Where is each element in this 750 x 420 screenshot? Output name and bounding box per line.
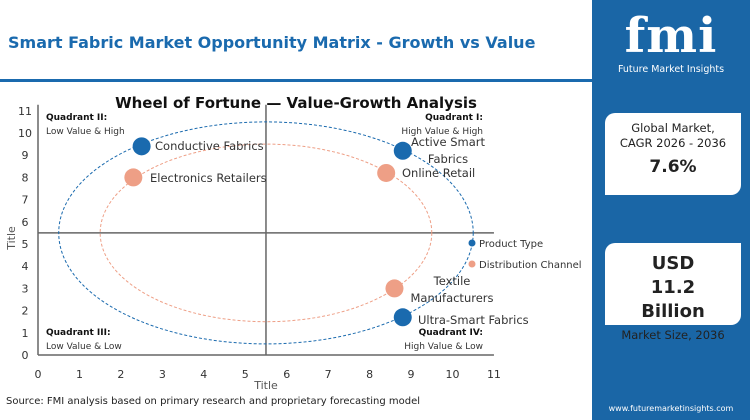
x-tick-label: 2	[117, 368, 124, 381]
x-tick-label: 7	[325, 368, 332, 381]
quadrant-subtitle: Low Value & Low	[46, 342, 122, 352]
x-tick-label: 11	[487, 368, 501, 381]
data-point	[393, 308, 412, 327]
data-point	[124, 168, 143, 187]
y-tick-label: 1	[22, 327, 29, 340]
cagr-card: Global Market, CAGR 2026 - 2036 7.6%	[605, 113, 741, 195]
fmi-logo: fmi Future Market Insights	[617, 8, 725, 75]
cagr-value: 7.6%	[649, 157, 697, 177]
data-point-label: Textile Manufacturers	[410, 274, 493, 305]
x-tick-label: 6	[283, 368, 290, 381]
data-point-label: Ultra-Smart Fabrics	[418, 313, 529, 327]
data-point	[385, 279, 404, 298]
market-size-label: Market Size, 2036	[621, 328, 725, 342]
legend-label: Product Type	[479, 239, 543, 250]
data-point-label: Electronics Retailers	[150, 171, 267, 185]
legend-marker	[468, 239, 476, 247]
data-point-label: Online Retail	[402, 166, 475, 180]
y-tick-label: 3	[22, 282, 29, 295]
y-tick-label: 5	[22, 238, 29, 251]
y-tick-label: 7	[22, 194, 29, 207]
quadrant-subtitle: Low Value & High	[46, 127, 125, 137]
series-ellipse	[58, 121, 474, 345]
y-tick-label: 4	[22, 260, 29, 273]
series-ellipse	[99, 143, 433, 323]
website-link[interactable]: www.futuremarketinsights.com	[608, 404, 734, 413]
y-tick-label: 8	[22, 171, 29, 184]
legend-marker	[468, 260, 476, 268]
y-axis-title: Title	[5, 226, 18, 251]
market-size-value: USD 11.2 Billion	[641, 253, 705, 322]
x-tick-label: 10	[446, 368, 460, 381]
data-point	[393, 141, 412, 160]
chart-title: Wheel of Fortune — Value-Growth Analysis	[115, 94, 477, 112]
matrix-chart: Wheel of Fortune — Value-Growth Analysis…	[5, 94, 582, 392]
y-tick-label: 2	[22, 305, 29, 318]
x-tick-label: 1	[76, 368, 83, 381]
quadrant-title: Quadrant III:	[46, 328, 111, 338]
x-axis-title: Title	[253, 379, 278, 392]
y-tick-label: 10	[18, 127, 32, 140]
quadrant-title: Quadrant II:	[46, 113, 107, 123]
data-point	[132, 137, 151, 156]
quadrant-subtitle: High Value & High	[401, 127, 483, 137]
market-size-card: USD 11.2 Billion Market Size, 2036	[605, 243, 741, 342]
x-tick-label: 4	[200, 368, 207, 381]
legend-label: Distribution Channel	[479, 260, 582, 271]
x-tick-label: 0	[35, 368, 42, 381]
x-tick-label: 9	[408, 368, 415, 381]
x-tick-label: 8	[366, 368, 373, 381]
data-point-label: Active Smart Fabrics	[411, 135, 486, 166]
source-note: Source: FMI analysis based on primary re…	[6, 396, 421, 407]
cagr-label: Global Market, CAGR 2026 - 2036	[619, 121, 727, 150]
quadrant-subtitle: High Value & Low	[404, 342, 483, 352]
title-divider	[0, 79, 592, 82]
y-tick-label: 0	[22, 349, 29, 362]
y-tick-label: 11	[18, 105, 32, 118]
data-point	[377, 163, 396, 182]
quadrant-title: Quadrant I:	[425, 113, 483, 123]
page-title: Smart Fabric Market Opportunity Matrix -…	[8, 33, 536, 52]
x-tick-label: 5	[242, 368, 249, 381]
sidebar: fmi Future Market Insights Global Market…	[592, 0, 750, 420]
y-tick-label: 6	[22, 216, 29, 229]
x-tick-label: 3	[159, 368, 166, 381]
y-tick-label: 9	[22, 149, 29, 162]
data-point-label: Conductive Fabrics	[155, 139, 264, 153]
quadrant-title: Quadrant IV:	[419, 328, 483, 338]
